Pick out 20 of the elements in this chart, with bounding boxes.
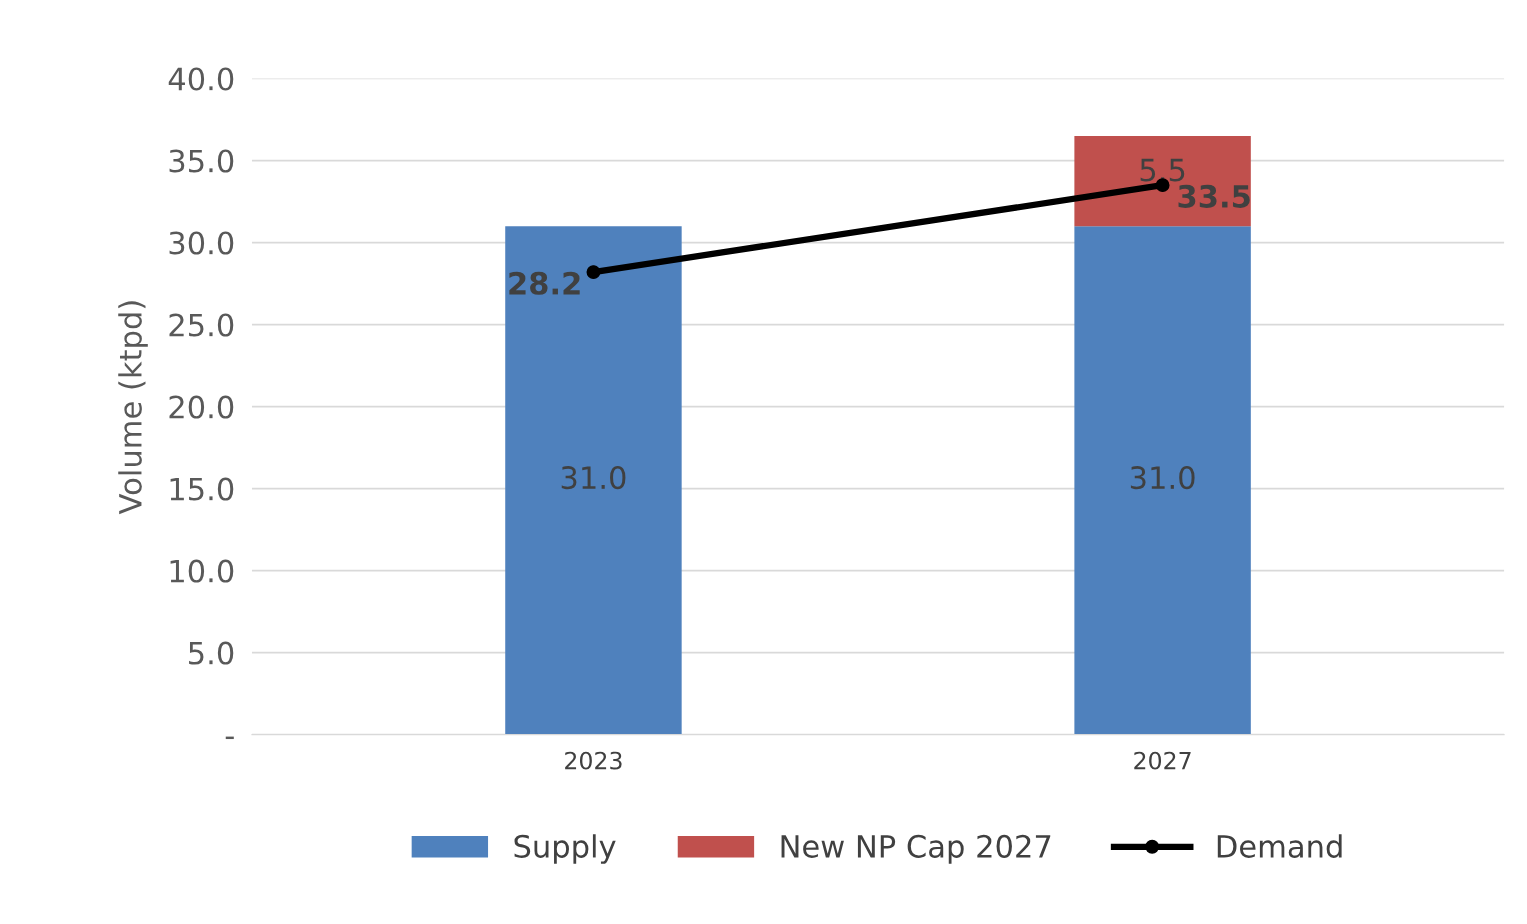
legend-label: Demand (1217, 834, 1342, 858)
data-label: 31.0 (561, 466, 626, 490)
legend-label: New NP Cap 2027 (781, 834, 1051, 864)
y-axis-title: Volume (ktpd) (118, 301, 148, 515)
y-tick-label: 15.0 (170, 477, 234, 501)
y-tick-label: 35.0 (169, 149, 234, 173)
data-label: 31.0 (1130, 466, 1195, 490)
y-tick-label: 40.0 (168, 67, 234, 91)
legend-label: Supply (514, 834, 616, 864)
y-tick-label: 30.0 (169, 231, 234, 255)
data-label: 28.2 (509, 271, 580, 295)
y-tick-label: - (225, 736, 234, 740)
x-tick-label: 2023 (565, 751, 622, 770)
data-label: 33.5 (1178, 184, 1250, 208)
x-tick-label: 2027 (1134, 751, 1191, 770)
y-tick-label: 5.0 (189, 641, 234, 665)
data-label: 5.5 (1140, 158, 1185, 182)
y-tick-label: 10.0 (170, 559, 234, 583)
y-tick-label: 25.0 (169, 313, 234, 337)
y-tick-label: 20.0 (169, 395, 234, 419)
